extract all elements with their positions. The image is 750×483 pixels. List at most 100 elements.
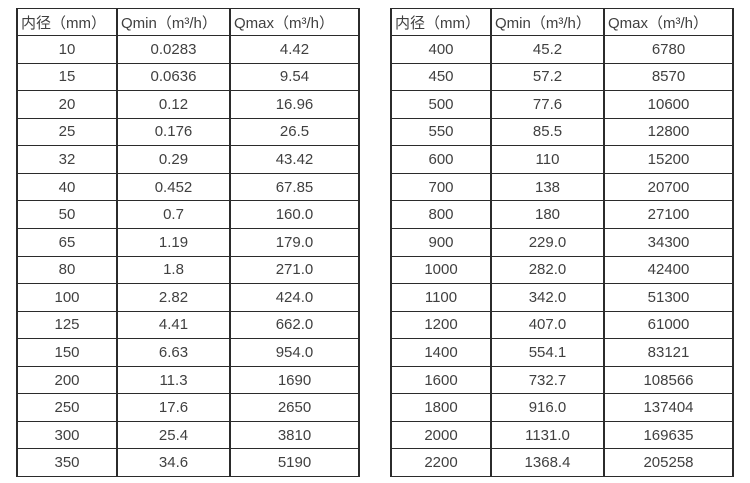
table-cell: 954.0 <box>229 338 360 367</box>
flow-table-right-header: 内径（mm） Qmin（m³/h） Qmax（m³/h） <box>390 8 734 36</box>
table-row: 10 0.0283 4.42 <box>16 35 360 64</box>
table-row: 300 25.4 3810 <box>16 420 360 450</box>
table-row: 250 17.6 2650 <box>16 393 360 422</box>
flow-table-left-header: 内径（mm） Qmin（m³/h） Qmax（m³/h） <box>16 8 360 36</box>
table-cell: 0.29 <box>116 145 231 174</box>
table-cell: 4.41 <box>116 310 231 340</box>
table-cell: 271.0 <box>229 255 360 285</box>
table-row: 600 110 15200 <box>390 145 734 174</box>
table-cell: 424.0 <box>229 283 360 312</box>
table-cell: 40 <box>16 172 118 202</box>
table-cell: 20700 <box>603 172 734 202</box>
table-cell: 1600 <box>390 365 492 395</box>
table-cell: 110 <box>490 145 605 174</box>
table-cell: 16.96 <box>229 90 360 119</box>
table-cell: 1690 <box>229 365 360 395</box>
table-row: 900 229.0 34300 <box>390 227 734 257</box>
table-cell: 1.8 <box>116 255 231 285</box>
table-cell: 67.85 <box>229 172 360 202</box>
table-row: 550 85.5 12800 <box>390 117 734 147</box>
table-row: 1200 407.0 61000 <box>390 310 734 340</box>
col-header-qmin: Qmin（m³/h） <box>490 8 605 36</box>
table-cell: 138 <box>490 172 605 202</box>
flow-table-left-body: 10 0.0283 4.42 15 0.0636 9.54 20 0.12 16.96 25 0.1… <box>16 35 360 477</box>
table-cell: 6.63 <box>116 338 231 367</box>
table-row: 100 2.82 424.0 <box>16 283 360 312</box>
table-cell: 108566 <box>603 365 734 395</box>
table-cell: 50 <box>16 200 118 229</box>
table-cell: 554.1 <box>490 338 605 367</box>
table-cell: 85.5 <box>490 117 605 147</box>
table-cell: 200 <box>16 365 118 395</box>
table-cell: 229.0 <box>490 227 605 257</box>
table-cell: 0.12 <box>116 90 231 119</box>
table-cell: 732.7 <box>490 365 605 395</box>
table-cell: 3810 <box>229 420 360 450</box>
table-row: 400 45.2 6780 <box>390 35 734 64</box>
table-cell: 916.0 <box>490 393 605 422</box>
table-cell: 1200 <box>390 310 492 340</box>
table-row: 350 34.6 5190 <box>16 448 360 477</box>
table-cell: 32 <box>16 145 118 174</box>
table-cell: 205258 <box>603 448 734 477</box>
table-cell: 300 <box>16 420 118 450</box>
col-header-qmax: Qmax（m³/h） <box>229 8 360 36</box>
table-cell: 0.0636 <box>116 62 231 92</box>
table-cell: 34.6 <box>116 448 231 477</box>
table-cell: 11.3 <box>116 365 231 395</box>
table-row: 2000 1131.0 169635 <box>390 420 734 450</box>
table-cell: 2200 <box>390 448 492 477</box>
table-cell: 400 <box>390 35 492 64</box>
table-row: 20 0.12 16.96 <box>16 90 360 119</box>
table-row: 1600 732.7 108566 <box>390 365 734 395</box>
table-cell: 61000 <box>603 310 734 340</box>
flow-table-right-body: 400 45.2 6780 450 57.2 8570 500 77.6 10600 550 85.… <box>390 35 734 477</box>
table-row: 1000 282.0 42400 <box>390 255 734 285</box>
table-row: 65 1.19 179.0 <box>16 227 360 257</box>
table-cell: 900 <box>390 227 492 257</box>
table-row: 125 4.41 662.0 <box>16 310 360 340</box>
table-row: 500 77.6 10600 <box>390 90 734 119</box>
col-header-diameter: 内径（mm） <box>16 8 118 36</box>
table-cell: 600 <box>390 145 492 174</box>
table-cell: 34300 <box>603 227 734 257</box>
table-cell: 80 <box>16 255 118 285</box>
table-cell: 180 <box>490 200 605 229</box>
table-row: 32 0.29 43.42 <box>16 145 360 174</box>
table-cell: 0.452 <box>116 172 231 202</box>
table-cell: 350 <box>16 448 118 477</box>
table-cell: 282.0 <box>490 255 605 285</box>
table-cell: 700 <box>390 172 492 202</box>
table-row: 25 0.176 26.5 <box>16 117 360 147</box>
flow-table-left: 内径（mm） Qmin（m³/h） Qmax（m³/h） 10 0.0283 4.4… <box>16 8 360 477</box>
table-cell: 9.54 <box>229 62 360 92</box>
table-row: 50 0.7 160.0 <box>16 200 360 229</box>
flow-table-right: 内径（mm） Qmin（m³/h） Qmax（m³/h） 400 45.2 6780… <box>390 8 734 477</box>
header-row: 内径（mm） Qmin（m³/h） Qmax（m³/h） <box>390 8 734 36</box>
table-cell: 0.7 <box>116 200 231 229</box>
table-cell: 2000 <box>390 420 492 450</box>
table-cell: 450 <box>390 62 492 92</box>
table-row: 1100 342.0 51300 <box>390 283 734 312</box>
table-cell: 10 <box>16 35 118 64</box>
table-cell: 83121 <box>603 338 734 367</box>
table-cell: 137404 <box>603 393 734 422</box>
table-row: 1800 916.0 137404 <box>390 393 734 422</box>
table-cell: 0.0283 <box>116 35 231 64</box>
col-header-diameter: 内径（mm） <box>390 8 492 36</box>
table-cell: 662.0 <box>229 310 360 340</box>
table-cell: 100 <box>16 283 118 312</box>
table-cell: 15 <box>16 62 118 92</box>
table-cell: 15200 <box>603 145 734 174</box>
table-cell: 25.4 <box>116 420 231 450</box>
table-row: 450 57.2 8570 <box>390 62 734 92</box>
table-cell: 2650 <box>229 393 360 422</box>
table-row: 800 180 27100 <box>390 200 734 229</box>
table-cell: 25 <box>16 117 118 147</box>
table-cell: 1800 <box>390 393 492 422</box>
table-row: 150 6.63 954.0 <box>16 338 360 367</box>
table-cell: 1131.0 <box>490 420 605 450</box>
col-header-qmin: Qmin（m³/h） <box>116 8 231 36</box>
table-cell: 42400 <box>603 255 734 285</box>
table-cell: 10600 <box>603 90 734 119</box>
